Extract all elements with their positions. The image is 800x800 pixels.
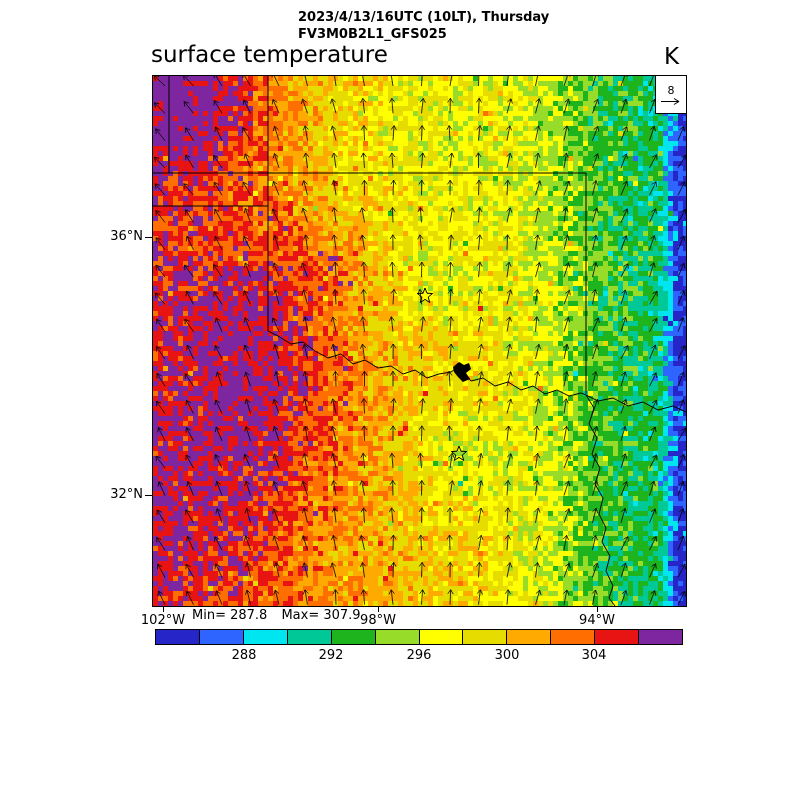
colorbar-segment [375, 630, 420, 644]
colorbar-segment [639, 630, 683, 644]
lon-tick-mark [597, 607, 598, 612]
colorbar-segment [287, 630, 332, 644]
colorbar-tick-label: 296 [406, 648, 432, 663]
min-max-stats: Min= 287.8 Max= 307.9 [192, 608, 361, 623]
unit-label: K [664, 44, 680, 70]
field-title: surface temperature [151, 42, 388, 68]
colorbar-tick-label: 300 [494, 648, 520, 663]
wind-reference-box: 8 [655, 75, 687, 114]
colorbar-tick-label: 292 [318, 648, 344, 663]
lon-tick-mark [378, 607, 379, 612]
colorbar-segment [419, 630, 464, 644]
colorbar-segment [199, 630, 244, 644]
colorbar-segment [331, 630, 376, 644]
model-run-title: 2023/4/13/16UTC (10LT), Thursday [298, 10, 550, 25]
colorbar-segment [463, 630, 508, 644]
colorbar-tick-label: 304 [581, 648, 607, 663]
lon-label-94w: 94°W [579, 613, 615, 628]
wind-reference-arrow-icon [661, 97, 680, 105]
colorbar-segment [595, 630, 640, 644]
lat-tick-mark [145, 237, 152, 238]
colorbar-segment [551, 630, 596, 644]
lon-tick-mark [163, 607, 164, 612]
colorbar-segment [507, 630, 552, 644]
max-value: Max= 307.9 [281, 608, 361, 623]
min-value: Min= 287.8 [192, 608, 268, 623]
temperature-map-canvas [153, 76, 686, 606]
colorbar [155, 629, 683, 645]
lon-label-102w: 102°W [140, 613, 186, 628]
lat-label-32n: 32°N [110, 487, 143, 502]
colorbar-tick-label: 288 [231, 648, 257, 663]
wind-reference-value: 8 [667, 83, 675, 97]
lat-label-36n: 36°N [110, 229, 143, 244]
model-id-title: FV3M0B2L1_GFS025 [298, 27, 447, 42]
colorbar-segment [156, 630, 200, 644]
lon-label-98w: 98°W [360, 613, 396, 628]
colorbar-segment [243, 630, 288, 644]
lat-tick-mark [145, 495, 152, 496]
map-frame [152, 75, 687, 607]
